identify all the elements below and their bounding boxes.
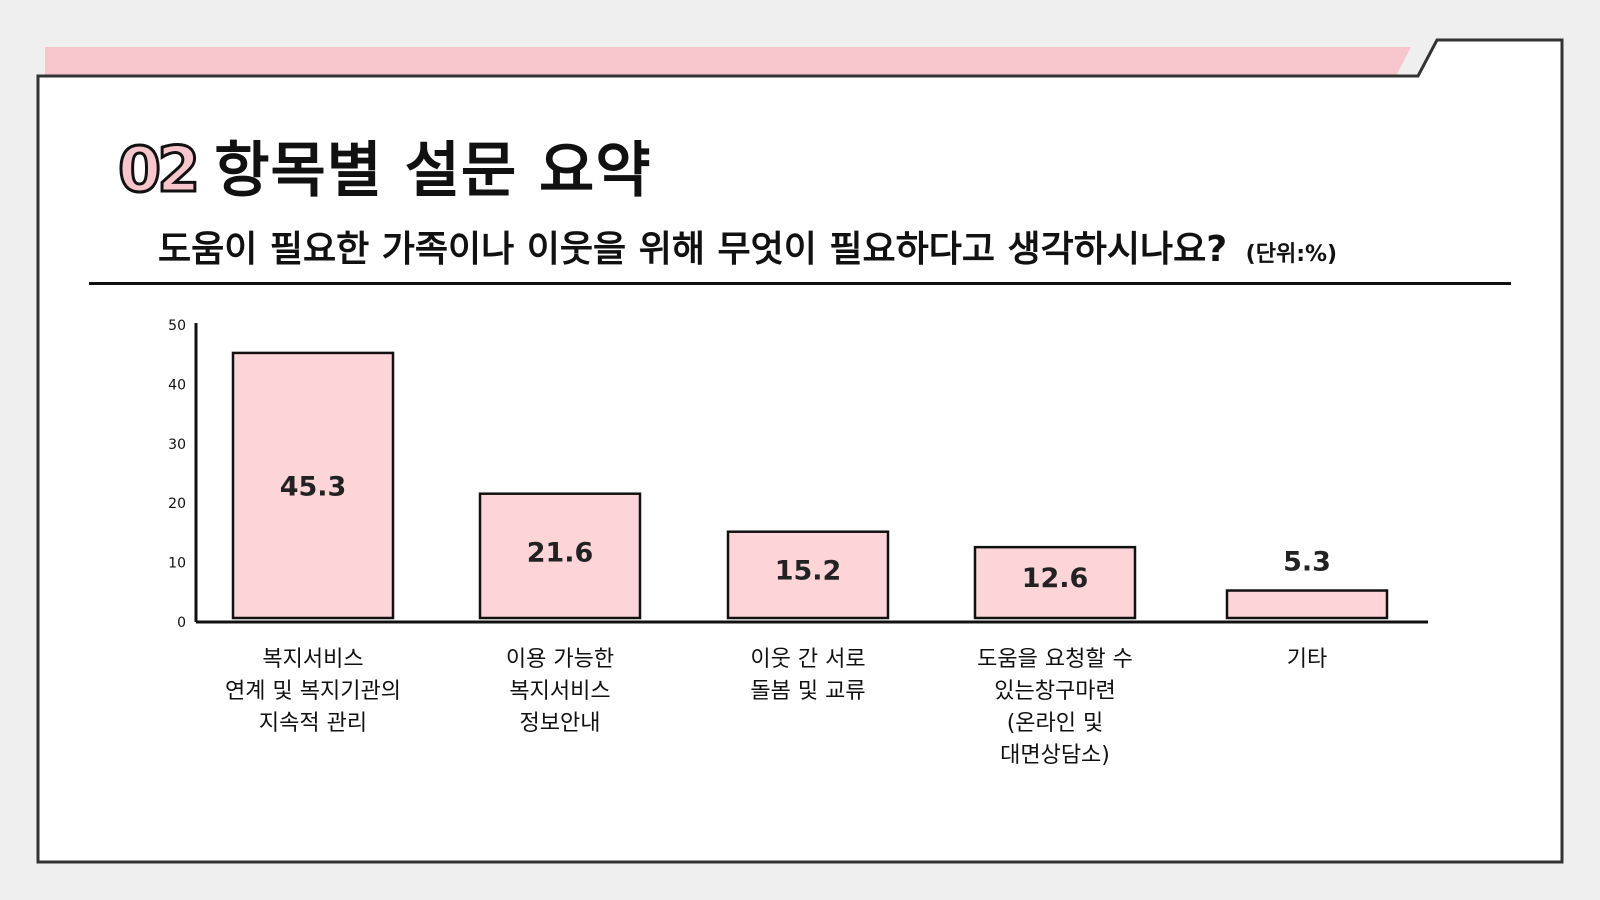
survey-question: 도움이 필요한 가족이나 이웃을 위해 무엇이 필요하다고 생각하시나요? (단… bbox=[158, 220, 1337, 272]
content-panel bbox=[36, 38, 1564, 864]
category-label: 이용 가능한 복지서비스 정보안내 bbox=[505, 647, 615, 736]
bar-value-label: 15.2 bbox=[775, 556, 842, 587]
unit-label: (단위:%) bbox=[1245, 242, 1338, 267]
y-tick-label: 40 bbox=[168, 377, 186, 393]
title-divider bbox=[89, 282, 1511, 285]
bar bbox=[478, 492, 642, 620]
y-tick-label: 30 bbox=[168, 437, 186, 453]
bar-value-label: 5.3 bbox=[1283, 547, 1331, 578]
section-title: 항목별 설문 요약 bbox=[214, 136, 652, 206]
bar bbox=[973, 545, 1137, 620]
category-label: 도움을 요청할 수 있는창구마련 (온라인 및 대면상담소) bbox=[977, 647, 1133, 768]
bar bbox=[231, 351, 395, 620]
category-label: 복지서비스 연계 및 복지기관의 지속적 관리 bbox=[225, 647, 401, 736]
category-label: 이웃 간 서로 돌봄 및 교류 bbox=[750, 647, 866, 704]
bar bbox=[1225, 589, 1389, 620]
category-label: 기타 bbox=[1286, 647, 1328, 672]
bar-value-label: 12.6 bbox=[1022, 563, 1089, 594]
slide-title: 02 항목별 설문 요약 bbox=[116, 122, 652, 209]
y-tick-label: 0 bbox=[177, 615, 186, 631]
bar bbox=[726, 530, 890, 620]
section-number: 02 bbox=[116, 132, 201, 208]
header-accent-band bbox=[45, 47, 1411, 76]
bar-value-label: 21.6 bbox=[527, 538, 594, 569]
question-text: 도움이 필요한 가족이나 이웃을 위해 무엇이 필요하다고 생각하시나요? bbox=[158, 229, 1228, 270]
y-tick-label: 20 bbox=[168, 496, 186, 512]
y-tick-label: 10 bbox=[168, 556, 186, 572]
y-tick-label: 50 bbox=[168, 318, 186, 334]
bar-value-label: 45.3 bbox=[280, 472, 347, 503]
